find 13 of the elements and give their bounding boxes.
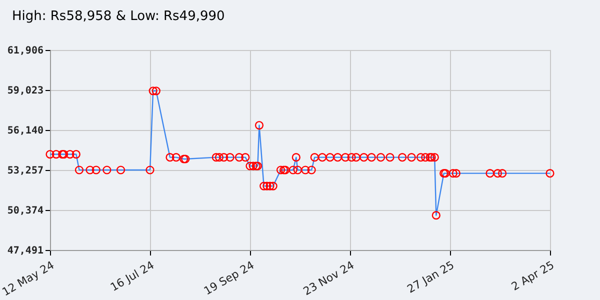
x-tick-label: 2 Apr 25 [509,258,556,294]
chart-title: High: Rs58,958 & Low: Rs49,990 [12,9,225,24]
x-tick-label: 23 Nov 24 [301,258,356,298]
y-tick-label: 61,906 [7,46,44,56]
y-tick-label: 53,257 [7,166,44,176]
y-tick-label: 59,023 [7,86,44,96]
y-tick-label: 56,140 [7,126,44,136]
y-tick-label: 50,374 [7,206,44,216]
x-tick-label: 27 Jan 25 [405,258,456,296]
x-tick-label: 19 Sep 24 [202,258,256,298]
x-tick-label: 16 Jul 24 [108,258,156,294]
x-tick-label: 12 May 24 [0,258,56,299]
y-tick-label: 47,491 [7,246,44,256]
